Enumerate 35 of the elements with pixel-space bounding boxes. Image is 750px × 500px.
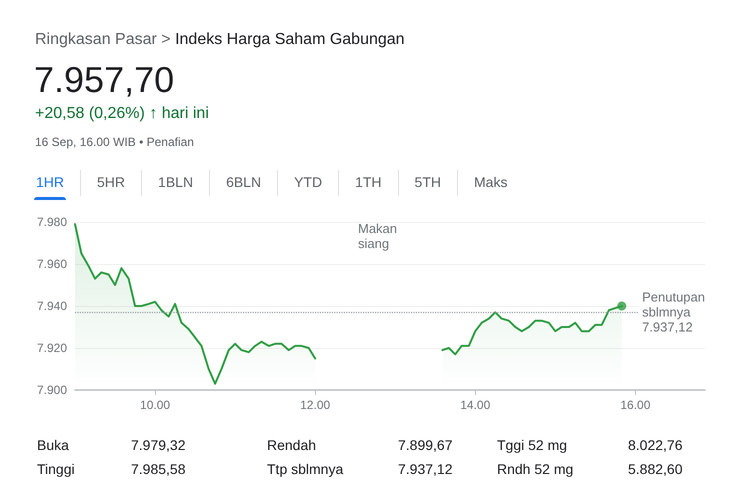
text: 5.882,60	[628, 460, 682, 478]
text: Tinggi	[37, 460, 75, 478]
y-tick-label: 7.900	[36, 383, 68, 397]
text: 8.022,76	[628, 436, 682, 454]
y-tick-label: 7.920	[36, 341, 68, 355]
chart-title: Ringkasan Pasar > Indeks Harga Saham Gabungan	[35, 31, 405, 48]
y-tick-label: 7.940	[36, 299, 68, 313]
text: Rndh 52 mg	[497, 460, 574, 478]
text: +20,58 (0,26%) ↑ hari ini	[35, 104, 209, 124]
annotation: Makan siang	[358, 221, 398, 251]
y-tick-label: 7.980	[36, 215, 68, 229]
text: 7.985,58	[131, 460, 186, 478]
text: 7.899,67	[398, 436, 452, 454]
x-tick-label: 16.00	[620, 398, 651, 412]
text: 6BLN	[225, 173, 262, 192]
text: Ttp sblmnya	[267, 460, 344, 478]
text: YTD	[293, 173, 324, 192]
ref-line-label: Penutupan sblmnya 7.937,12	[639, 290, 705, 335]
x-tick-label: 14.00	[460, 398, 491, 412]
y-tick-label: 7.960	[36, 257, 68, 271]
text: 1BLN	[157, 173, 194, 192]
chart-subtitle: 7.957,70	[34, 59, 174, 100]
text: 1HR	[35, 173, 66, 192]
text: Tggi 52 mg	[497, 436, 568, 454]
x-tick-label: 10.00	[140, 398, 170, 412]
text: Maks	[473, 173, 508, 192]
text: 7.937,12	[398, 460, 452, 478]
text: 7.979,32	[131, 436, 186, 454]
text: 1TH	[354, 173, 383, 192]
text: 16 Sep, 16.00 WIB • Penafian	[35, 135, 194, 150]
text: Rendah	[267, 436, 316, 454]
text: 5HR	[96, 173, 126, 192]
text: 5TH	[414, 173, 442, 192]
x-tick-label: 12.00	[300, 398, 330, 412]
text: Buka	[37, 436, 69, 454]
